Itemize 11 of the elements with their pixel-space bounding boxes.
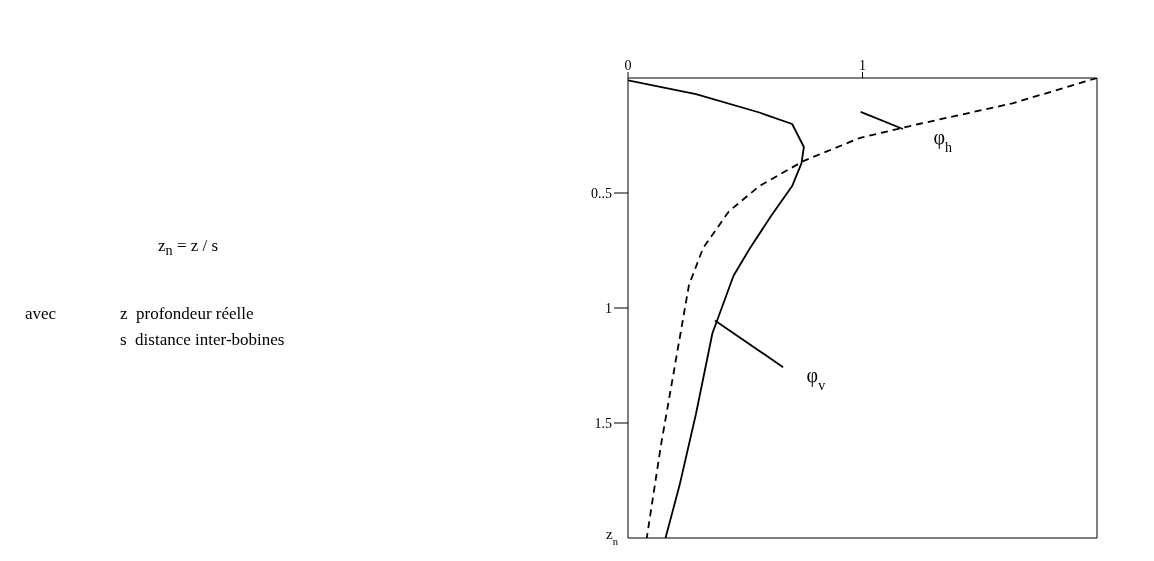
y-tick-label: 0..5	[591, 185, 612, 201]
text: s distance inter-bobines	[120, 330, 285, 350]
x-tick-label: 0	[624, 58, 632, 73]
text: avec	[25, 304, 57, 324]
y-tick-label: 1.5	[594, 415, 612, 431]
y-axis-title: z$_{n}$	[606, 526, 619, 547]
text: z$_{n}$ = z / s	[158, 236, 219, 260]
text: z profondeur réelle	[120, 304, 254, 324]
text: φ$_{v}$	[806, 363, 826, 393]
series-label: φ$_{h}$	[933, 125, 953, 155]
y-tick-label: 1	[605, 300, 612, 316]
